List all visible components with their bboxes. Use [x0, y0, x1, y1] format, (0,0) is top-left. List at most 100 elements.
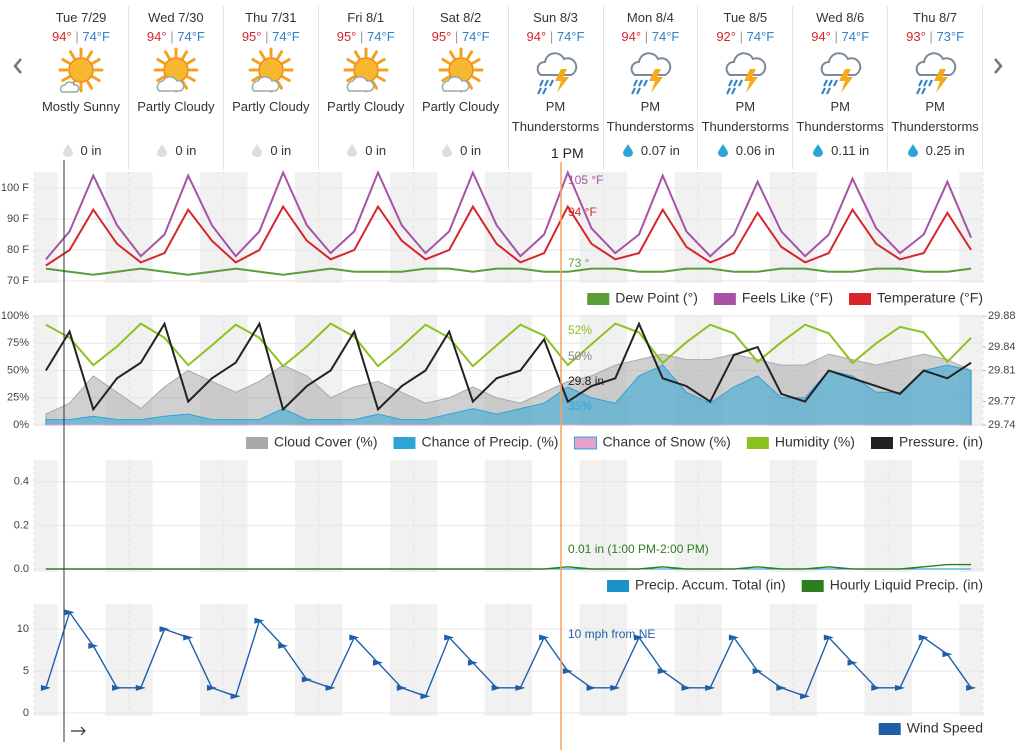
day-column: Wed 8/6 94° | 74°F PM Thunderstorms 0.11 in [793, 6, 889, 170]
day-condition: PM Thunderstorms [891, 99, 979, 134]
y-tick-label: 0.4 [14, 476, 29, 488]
wind-arrow [349, 634, 360, 641]
precip-icon [622, 144, 633, 157]
weather-icon [58, 47, 104, 93]
wind-arrow [942, 651, 953, 658]
annotation: 0.01 in (1:00 PM-2:00 PM) [568, 542, 709, 556]
legend-label: Temperature (°F) [877, 290, 983, 306]
y-tick-label: 80 F [7, 244, 29, 256]
day-precip: 0.06 in [698, 143, 792, 158]
y-tick-label: 50% [7, 364, 29, 376]
day-precip: 0.07 in [603, 143, 697, 158]
day-condition: PM Thunderstorms [796, 99, 884, 134]
annotation: 73 ° [568, 256, 590, 270]
wind-arrow [562, 668, 573, 675]
wind-arrow [396, 684, 407, 691]
weather-icon [631, 52, 672, 95]
temp-separator: | [549, 29, 554, 44]
legend-label: Cloud Cover (%) [274, 434, 377, 450]
line-series [45, 169, 973, 260]
day-column: Sat 8/2 95° | 74°F Partly Cloudy 0 in [414, 6, 509, 170]
temp-separator: | [834, 29, 838, 44]
night-band [34, 604, 58, 716]
day-column: Sun 8/3 94° | 74°F PM Thunderstorms [509, 6, 604, 170]
wind-arrow [301, 676, 312, 683]
wind-arrow [610, 684, 621, 691]
day-condition: Mostly Sunny [41, 99, 121, 114]
legend-swatch [713, 293, 736, 305]
legend-swatch [246, 437, 268, 449]
temp-separator: | [454, 29, 459, 44]
wind-arrow [728, 634, 739, 641]
high-temp: 94° [146, 29, 167, 44]
day-precip: 0.11 in [793, 143, 887, 158]
day-condition: PM Thunderstorms [701, 99, 789, 134]
day-column: Tue 8/5 92° | 74°F PM Thunderstorms 0.06 in [698, 6, 794, 170]
legend-label: Pressure. (in) [899, 434, 983, 450]
wind-arrow [135, 684, 146, 691]
y-tick-label: 100% [1, 310, 29, 322]
wind-arrow [254, 617, 265, 624]
area-series [45, 364, 972, 426]
low-temp: 74°F [651, 29, 680, 44]
weather-icon [153, 47, 199, 93]
wind-arrow [515, 684, 526, 691]
prev-button[interactable] [13, 58, 22, 74]
annotation: 52% [568, 323, 592, 337]
line-series [45, 563, 972, 570]
y-tick-label: 0% [13, 419, 29, 431]
legend-swatch [587, 293, 610, 305]
day-date: Sun 8/3 [533, 10, 578, 25]
wind-arrow [800, 693, 811, 700]
y-tick-label: 25% [7, 392, 29, 404]
precip-amount: 0 in [80, 143, 102, 158]
day-temps: 95° | 74°F [224, 29, 318, 44]
temp-separator: | [644, 29, 649, 44]
precip-amount: 0.06 in [735, 143, 775, 158]
weather-icon [725, 52, 767, 95]
legend-label: Wind Speed [907, 720, 983, 736]
day-temps: 94° | 74°F [793, 29, 887, 44]
precip-amount: 0 in [365, 143, 387, 158]
wind-arrow [444, 634, 455, 641]
high-temp: 94° [621, 29, 642, 44]
day-temps: 92° | 74°F [698, 29, 792, 44]
high-temp: 94° [811, 29, 831, 44]
legend-label: Humidity (%) [775, 434, 855, 450]
day-temps: 94° | 74°F [603, 29, 697, 44]
legend-swatch [393, 437, 416, 449]
wind-arrow [112, 684, 123, 691]
low-temp: 74°F [177, 29, 205, 44]
weather-icon [915, 52, 957, 95]
precip-amount: 0.25 in [925, 143, 965, 158]
weather-icon [438, 47, 484, 93]
weather-icon [248, 47, 294, 93]
precip-icon [717, 144, 728, 157]
day-date: Tue 8/5 [723, 10, 768, 25]
wind-arrow [823, 634, 834, 641]
day-date: Wed 7/30 [148, 10, 204, 25]
legend-label: Chance of Snow (%) [602, 434, 730, 450]
y2-tick-label: 29.74 [988, 419, 1016, 431]
wind-arrow [420, 693, 431, 700]
annotation: 50% [568, 349, 592, 363]
day-date: Wed 8/6 [816, 10, 865, 25]
legend-swatch [607, 580, 630, 592]
y-tick-label: 5 [23, 665, 29, 677]
precip-amount: 0 in [175, 143, 197, 158]
wind-arrow [491, 684, 502, 691]
precip-icon [813, 144, 824, 157]
cursor-label: 1 PM [547, 144, 588, 162]
wind-arrow [966, 684, 977, 691]
day-precip: 0.25 in [888, 143, 982, 158]
annotation: 10 mph from NE [568, 627, 655, 641]
y-tick-label: 0.2 [14, 519, 29, 531]
precip-icon [252, 144, 263, 157]
next-button[interactable] [994, 58, 1003, 74]
day-strip: Tue 7/29 94° | 74°F Mostly Sunny 0 in Wed 7/… [34, 0, 984, 170]
night-band [959, 172, 983, 283]
night-band [34, 460, 58, 572]
legend-swatch [573, 436, 597, 450]
legend-swatch [878, 723, 901, 735]
